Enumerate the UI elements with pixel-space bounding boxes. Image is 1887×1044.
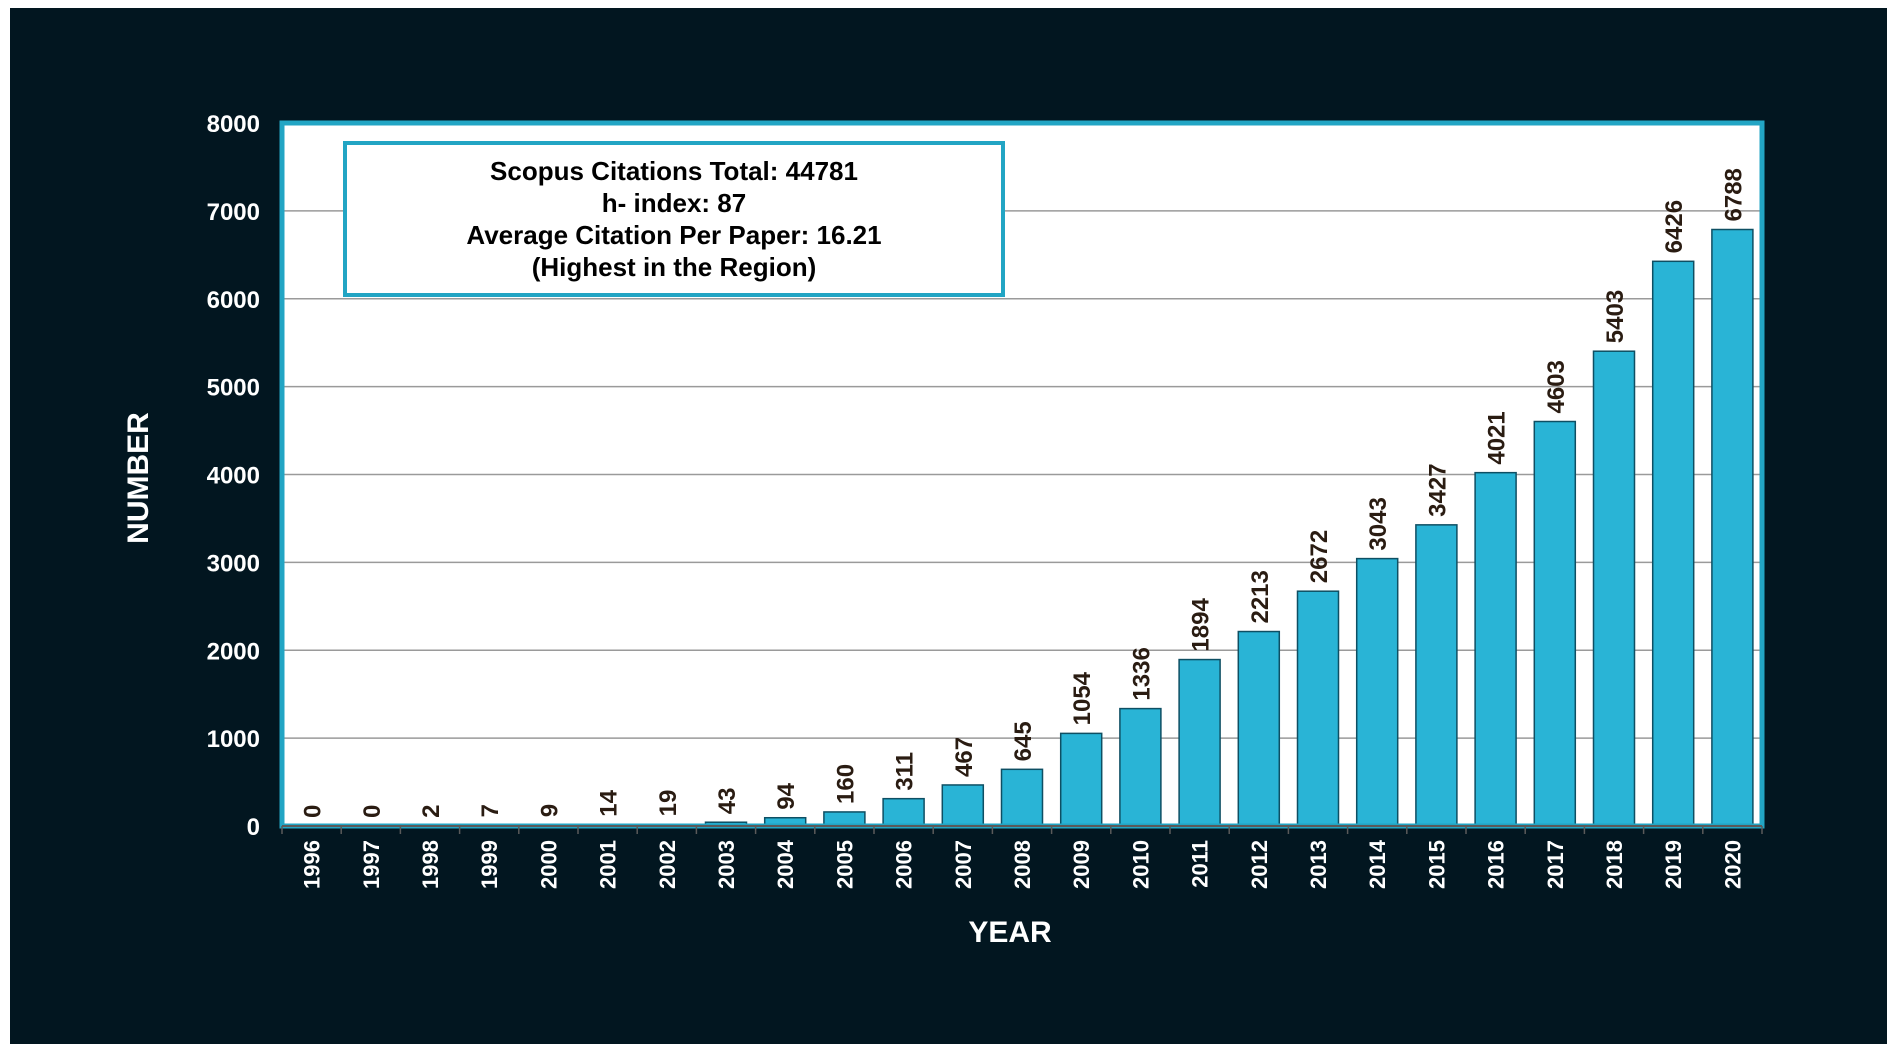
data-label-2000: 9 (536, 804, 563, 817)
x-tick-label: 1996 (300, 840, 325, 889)
x-tick-label: 1997 (359, 840, 384, 889)
x-axis-title: YEAR (968, 916, 1052, 949)
x-tick-label: 2002 (655, 840, 680, 889)
data-label-2019: 6426 (1661, 200, 1688, 253)
x-tick-label: 2010 (1128, 840, 1153, 889)
citation-summary-box: Scopus Citations Total: 44781 h- index: … (343, 141, 1005, 297)
x-tick-label: 2014 (1365, 839, 1390, 889)
bar-2013 (1296, 590, 1340, 827)
x-axis-ticks: 1996 1997 1998 1999 2000 2001 2002 2003 2004 2005… (300, 839, 1746, 889)
bar-2010 (1119, 707, 1162, 827)
h-index-text: h- index: 87 (601, 188, 747, 218)
x-tick-label: 2018 (1602, 840, 1627, 889)
x-tick-label: 2005 (832, 840, 857, 889)
data-label-2013: 2672 (1306, 530, 1333, 583)
data-label-2017: 4603 (1543, 360, 1570, 413)
bar-2020 (1711, 228, 1754, 827)
x-axis (281, 825, 1763, 834)
bar-2019 (1651, 260, 1695, 827)
x-tick-label: 2009 (1069, 840, 1094, 889)
x-tick-label: 2006 (892, 840, 917, 889)
y-tick-label: 2000 (207, 638, 260, 665)
bar-2011 (1178, 658, 1221, 827)
data-labels: 0 0 2 7 9 14 19 43 94 160 311 467 645 1054 1336 1894 221… (300, 168, 1748, 818)
data-label-2018: 5403 (1602, 290, 1629, 343)
data-label-2010: 1336 (1128, 647, 1155, 700)
x-tick-label: 2012 (1247, 840, 1272, 889)
data-label-1996: 0 (300, 805, 327, 818)
x-tick-label: 2004 (773, 839, 798, 889)
data-label-2004: 94 (773, 782, 800, 809)
data-label-2003: 43 (714, 788, 741, 815)
data-label-1997: 0 (359, 805, 386, 818)
x-tick-label: 2007 (951, 840, 976, 889)
data-label-2008: 645 (1010, 721, 1037, 761)
x-tick-label: 2015 (1424, 840, 1449, 889)
y-tick-label: 3000 (207, 550, 260, 577)
data-label-2016: 4021 (1484, 411, 1511, 464)
data-label-2012: 2213 (1247, 570, 1274, 623)
y-tick-label: 6000 (207, 287, 260, 314)
bar-2014 (1355, 557, 1399, 827)
y-axis-ticks: 0 1000 2000 3000 4000 5000 6000 7000 8000 (207, 111, 260, 841)
bar-2015 (1415, 524, 1458, 827)
x-tick-label: 2013 (1306, 840, 1331, 889)
bar-2007 (941, 784, 985, 827)
data-label-2007: 467 (951, 737, 978, 777)
data-label-1998: 2 (418, 804, 445, 817)
x-tick-label: 1998 (418, 840, 443, 889)
y-tick-label: 1000 (207, 726, 260, 753)
bar-2017 (1533, 420, 1577, 827)
y-tick-label: 7000 (207, 199, 260, 226)
x-tick-label: 2000 (536, 840, 561, 889)
data-label-2002: 19 (655, 790, 682, 817)
x-tick-label: 2003 (714, 840, 739, 889)
data-label-2006: 311 (892, 752, 919, 791)
x-tick-label: 2011 (1188, 840, 1213, 888)
bar-2008 (1000, 768, 1044, 827)
bar-2012 (1237, 630, 1281, 827)
region-note-text: (Highest in the Region) (531, 252, 817, 282)
y-tick-label: 0 (247, 814, 260, 841)
data-label-2005: 160 (832, 764, 859, 804)
y-tick-label: 4000 (207, 463, 260, 490)
data-label-2015: 3427 (1424, 463, 1451, 516)
data-label-2011: 1894 (1188, 598, 1215, 652)
x-tick-label: 2017 (1543, 840, 1568, 889)
data-label-2001: 14 (596, 789, 623, 816)
data-label-2014: 3043 (1365, 497, 1392, 550)
data-label-1999: 7 (477, 804, 504, 817)
y-tick-label: 5000 (207, 375, 260, 402)
citation-total-text: Scopus Citations Total: 44781 (490, 156, 858, 186)
x-tick-label: 2019 (1661, 840, 1686, 889)
data-label-2020: 6788 (1720, 168, 1747, 221)
x-tick-label: 2008 (1010, 840, 1035, 889)
x-tick-label: 2020 (1720, 840, 1745, 889)
gridlines (282, 210, 1762, 739)
x-tick-label: 2016 (1484, 840, 1509, 889)
bars (408, 228, 1754, 827)
bar-2009 (1059, 732, 1103, 827)
bar-2016 (1474, 471, 1517, 827)
x-tick-label: 1999 (477, 840, 502, 889)
slide-background: 0 1000 2000 3000 4000 5000 6000 7000 8000 1996 19… (10, 8, 1887, 1044)
data-label-2009: 1054 (1069, 671, 1096, 725)
average-citation-text: Average Citation Per Paper: 16.21 (466, 220, 882, 250)
y-axis-title: NUMBER (122, 412, 155, 544)
bar-2006 (882, 797, 925, 827)
x-tick-label: 2001 (596, 840, 621, 889)
y-tick-label: 8000 (207, 111, 260, 138)
bar-2018 (1592, 350, 1636, 827)
